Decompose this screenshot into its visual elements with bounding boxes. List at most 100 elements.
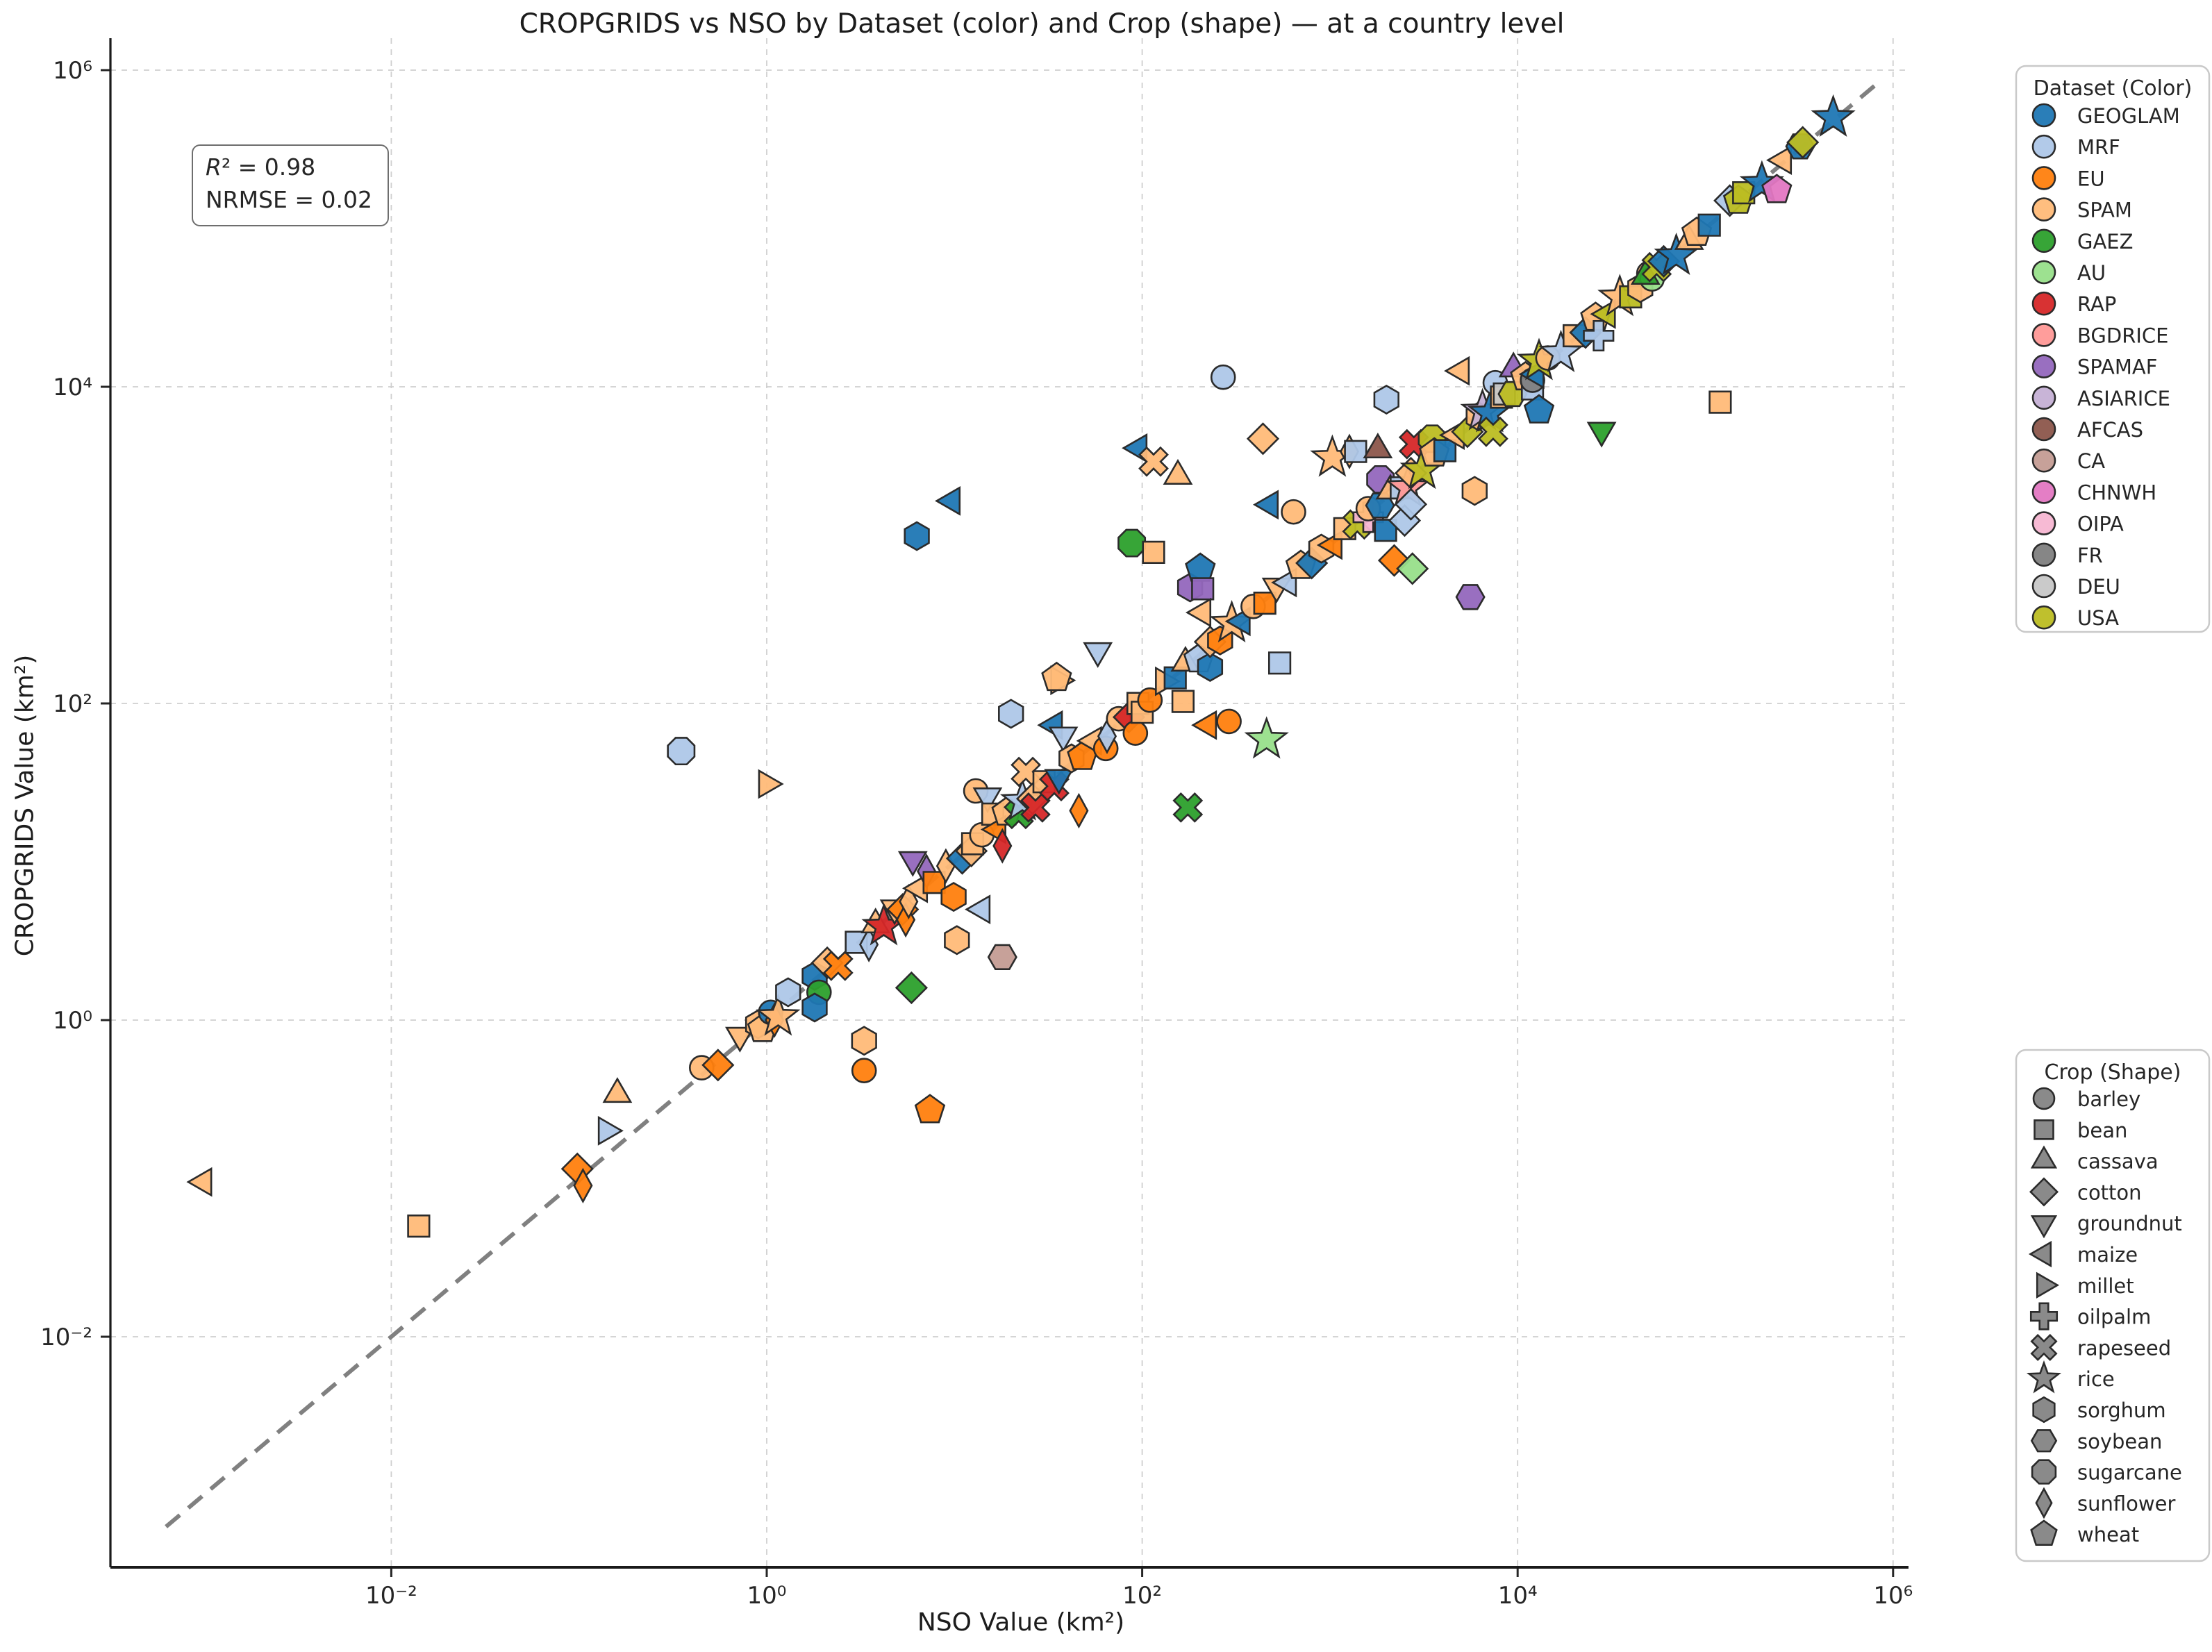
r2-value: R² = 0.98 (206, 153, 316, 181)
point-MRF-groundnut (972, 787, 1003, 814)
legend-marker-sugarcane (2031, 1459, 2057, 1485)
point-GEOGLAM-sorghum (904, 521, 930, 551)
scatter-points (186, 94, 1856, 1238)
nrmse-value: NRMSE = 0.02 (206, 185, 372, 213)
point-SPAM-sorghum (944, 925, 970, 956)
point-MRF-cotton (1394, 487, 1428, 521)
point-GEOGLAM-bean (1433, 439, 1457, 462)
legend-label-barley: barley (2077, 1087, 2140, 1111)
legend-label-groundnut: groundnut (2077, 1212, 2182, 1235)
point-EU-cotton (701, 1049, 735, 1082)
legend-label-GAEZ: GAEZ (2077, 230, 2134, 253)
legend-label-RAP: RAP (2077, 292, 2116, 316)
point-SPAM-millet (758, 769, 784, 799)
point-MRF-bean (1344, 440, 1367, 463)
legend-swatch-USA (2031, 605, 2056, 630)
point-GAEZ-cotton (895, 971, 928, 1005)
point-CHNWH-wheat (1761, 174, 1793, 203)
legend-label-soybean: soybean (2077, 1430, 2162, 1453)
dataset-legend: Dataset (Color) GEOGLAM MRF EU SPAM GAEZ AU RAP… (2015, 65, 2211, 633)
point-GAEZ-sugarcane (1117, 528, 1147, 558)
legend-marker-millet (2036, 1271, 2060, 1299)
legend-label-maize: maize (2077, 1243, 2138, 1267)
point-EU-sorghum (940, 882, 967, 912)
y-tick-label: 10⁻² (40, 1324, 92, 1351)
legend-swatch-MRF (2031, 134, 2056, 159)
legend-marker-bean (2034, 1119, 2054, 1140)
legend-label-EU: EU (2077, 167, 2105, 190)
point-AU-cotton (1396, 552, 1429, 585)
point-SPAM-sorghum (851, 1026, 877, 1056)
legend-label-wheat: wheat (2077, 1523, 2139, 1546)
point-GEOGLAM-groundnut (1044, 769, 1074, 795)
legend-label-rice: rice (2077, 1367, 2115, 1391)
legend-marker-maize (2028, 1240, 2052, 1268)
point-GEOGLAM-bean (1697, 213, 1721, 237)
legend-swatch-OIPA (2031, 511, 2056, 535)
legend-swatch-RAP (2031, 291, 2056, 316)
point-RAP-rapeseed (1020, 792, 1051, 823)
legend-label-USA: USA (2077, 606, 2119, 630)
x-tick-label: 10² (1122, 1582, 1162, 1610)
point-EU-rapeseed (822, 950, 854, 981)
point-MRF-groundnut (1048, 726, 1079, 753)
x-axis-title: NSO Value (km²) (917, 1608, 1125, 1637)
legend-label-GEOGLAM: GEOGLAM (2077, 104, 2180, 128)
point-SPAM-cassava (602, 1077, 633, 1103)
legend-swatch-ASIARICE (2031, 385, 2056, 410)
legend-label-CA: CA (2077, 449, 2105, 473)
point-SPAM-cotton (1246, 422, 1280, 456)
point-SPAMAF-bean (1191, 577, 1215, 601)
legend-label-DEU: DEU (2077, 575, 2120, 599)
point-SPAM-sorghum (1461, 476, 1488, 506)
point-SPAM-bean (1171, 690, 1195, 713)
crop-legend-frame (2015, 1049, 2211, 1562)
point-MRF-sorghum (1373, 384, 1399, 415)
dataset-legend-title: Dataset (Color) (2034, 76, 2193, 101)
legend-swatch-BGDRICE (2031, 323, 2056, 347)
point-AU-rice (1244, 716, 1289, 759)
y-tick-label: 10² (53, 690, 92, 718)
legend-label-CHNWH: CHNWH (2077, 481, 2156, 504)
point-SPAM-bean (1142, 540, 1165, 565)
point-EU-bean (1253, 591, 1277, 615)
legend-marker-soybean (2030, 1429, 2058, 1453)
legend-label-oilpalm: oilpalm (2077, 1305, 2151, 1329)
point-MRF-sorghum (998, 699, 1024, 729)
legend-swatch-AFCAS (2031, 417, 2056, 442)
y-axis-title: CROPGRIDS Value (km²) (10, 654, 40, 957)
legend-marker-oilpalm (2029, 1302, 2059, 1330)
crop-legend-title: Crop (Shape) (2045, 1060, 2181, 1085)
crop-legend: Crop (Shape)barley bean cassava cotton groun… (2015, 1049, 2211, 1562)
point-SPAM-rapeseed (1138, 446, 1169, 477)
point-EU-barley (1216, 708, 1242, 735)
point-MRF-groundnut (1083, 642, 1113, 668)
x-tick-label: 10⁻² (365, 1582, 417, 1610)
legend-swatch-AU (2031, 260, 2056, 285)
legend-label-MRF: MRF (2077, 135, 2120, 159)
point-SPAM-maize (186, 1167, 213, 1197)
point-MRF-sugarcane (667, 737, 696, 766)
point-SPAM-wheat (1041, 661, 1072, 692)
point-GAEZ-rapeseed (1172, 792, 1204, 823)
point-MRF-maize (965, 894, 991, 924)
point-SPAM-bean (407, 1214, 431, 1238)
legend-label-sugarcane: sugarcane (2077, 1461, 2182, 1485)
point-CA-soybean (987, 944, 1017, 970)
point-SPAM-rice (756, 993, 801, 1036)
legend-marker-rice (2026, 1360, 2062, 1394)
legend-marker-sorghum (2032, 1396, 2056, 1424)
point-MRF-sorghum (775, 977, 801, 1008)
point-SPAMAF-groundnut (897, 851, 928, 877)
legend-label-cotton: cotton (2077, 1180, 2142, 1204)
legend-label-sunflower: sunflower (2077, 1492, 2175, 1515)
stats-annotation: R² = 0.98 NRMSE = 0.02 (192, 144, 389, 226)
legend-marker-wheat (2030, 1519, 2058, 1546)
y-tick-label: 10⁰ (53, 1007, 92, 1035)
legend-label-sorghum: sorghum (2077, 1399, 2166, 1422)
point-MRF-oilpalm (1583, 319, 1615, 352)
legend-swatch-EU (2031, 166, 2056, 190)
legend-marker-rapeseed (2030, 1333, 2058, 1361)
